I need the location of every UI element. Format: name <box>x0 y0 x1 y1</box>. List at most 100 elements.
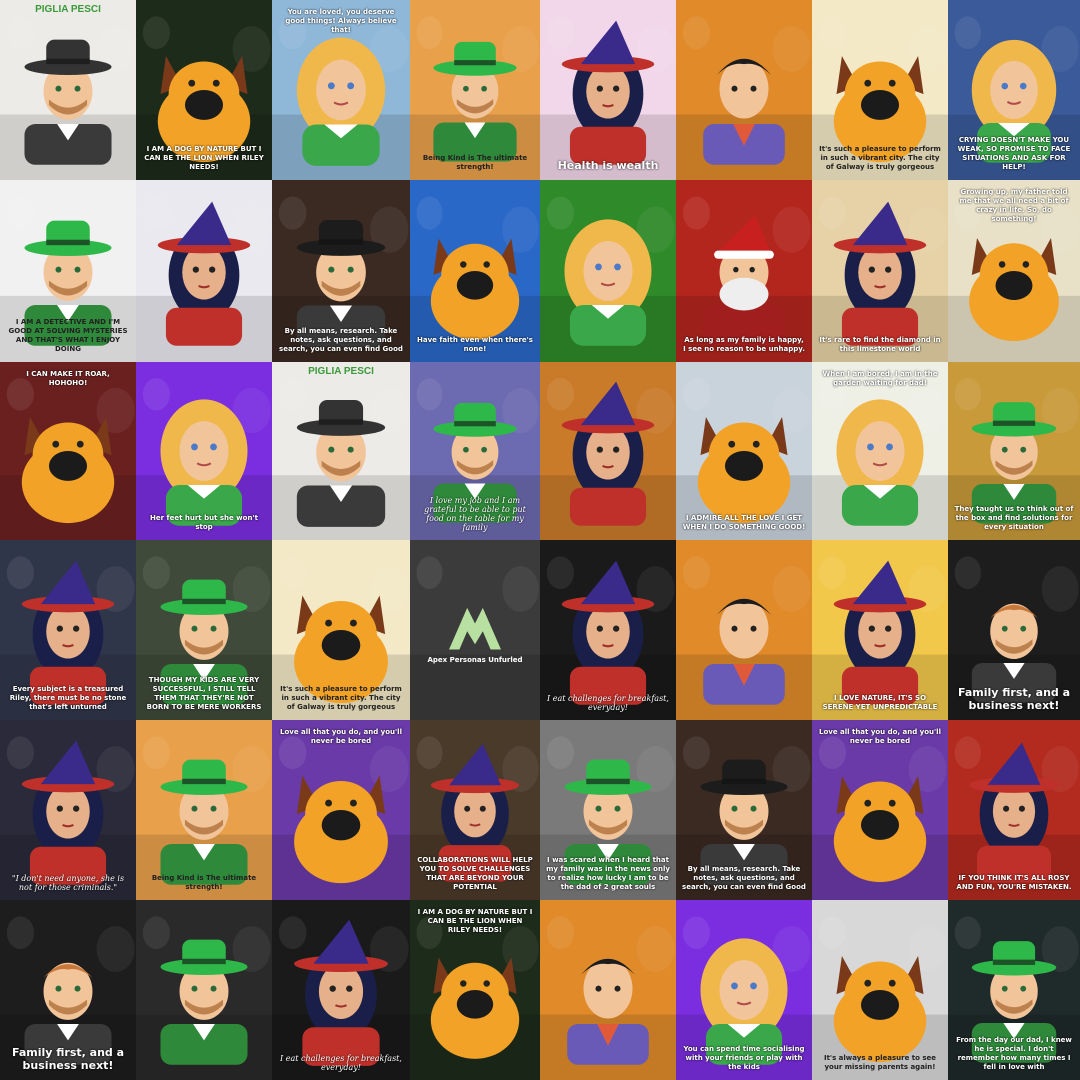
tile-banner: PIGLIA PESCI <box>35 4 101 15</box>
artwork-tile[interactable]: I eat challenges for breakfast, everyday… <box>540 540 676 720</box>
tile-caption: Health is wealth <box>557 159 659 172</box>
artwork-tile[interactable]: THOUGH MY KIDS ARE VERY SUCCESSFUL, I ST… <box>136 540 272 720</box>
artwork-tile[interactable]: Have faith even when there's none! <box>410 180 540 362</box>
man-portrait <box>24 39 112 165</box>
artwork-tile[interactable]: I AM A DOG BY NATURE BUT I CAN BE THE LI… <box>136 0 272 180</box>
artwork-tile[interactable]: When I am bored, I am in the garden wait… <box>812 362 948 540</box>
artwork-tile[interactable]: I CAN MAKE IT ROAR, HOHOHO! <box>0 362 136 540</box>
artwork-tile[interactable]: PIGLIA PESCI <box>0 0 136 180</box>
artwork-tile[interactable] <box>540 900 676 1080</box>
tile-caption: Family first, and a business next! <box>11 1046 125 1072</box>
artwork-tile[interactable]: I love my job and I am grateful to be ab… <box>410 362 540 540</box>
dog-portrait <box>833 56 927 163</box>
artwork-tile[interactable]: I ADMIRE ALL THE LOVE I GET WHEN I DO SO… <box>676 362 812 540</box>
tile-banner: PIGLIA PESCI <box>308 366 374 377</box>
tile-caption: Have faith even when there's none! <box>417 336 533 353</box>
tile-caption: Love all that you do, and you'll never b… <box>819 728 941 745</box>
artwork-tile[interactable]: Growing up, my father told me that we al… <box>948 180 1080 362</box>
tile-caption: You can spend time socialising with your… <box>683 1045 805 1071</box>
artwork-tile[interactable] <box>540 362 676 540</box>
artwork-tile[interactable]: Being Kind is The ultimate strength! <box>136 720 272 900</box>
witch-portrait <box>430 743 520 882</box>
tile-caption: By all means, research. Take notes, ask … <box>279 327 403 353</box>
dog-portrait <box>697 417 791 524</box>
man-portrait <box>564 759 652 885</box>
artwork-tile[interactable]: Love all that you do, and you'll never b… <box>272 720 410 900</box>
tile-caption: CRYING DOESN'T MAKE YOU WEAK, SO PROMISE… <box>957 136 1071 171</box>
artwork-tile[interactable]: "I don't need anyone, she is not for tho… <box>0 720 136 900</box>
artwork-tile[interactable] <box>676 0 812 180</box>
artwork-tile[interactable]: Family first, and a business next! <box>948 540 1080 720</box>
dog-portrait <box>833 956 927 1063</box>
santa-portrait <box>703 215 785 346</box>
man-portrait <box>160 939 248 1065</box>
dog-portrait <box>294 595 388 704</box>
tile-caption: I was scared when I heard that my family… <box>546 856 670 891</box>
tile-caption: You are loved, you deserve good things! … <box>285 8 397 34</box>
man-portrait <box>296 219 386 347</box>
girl-portrait <box>700 938 788 1065</box>
artwork-tile[interactable]: I was scared when I heard that my family… <box>540 720 676 900</box>
dog-portrait <box>833 776 927 883</box>
artwork-tile[interactable]: It's such a pleasure to perform in such … <box>812 0 948 180</box>
artwork-tile[interactable]: I LOVE NATURE, IT'S SO SERENE YET UNPRED… <box>812 540 948 720</box>
artwork-tile[interactable] <box>136 900 272 1080</box>
artwork-tile[interactable]: PIGLIA PESCI <box>272 362 410 540</box>
tile-caption: THOUGH MY KIDS ARE VERY SUCCESSFUL, I ST… <box>146 676 262 711</box>
tile-caption: From the day our dad, I knew he is speci… <box>956 1036 1072 1071</box>
tile-caption: It's rare to find the diamond in this li… <box>819 336 941 353</box>
tile-caption: "I don't need anyone, she is not for tho… <box>11 874 125 892</box>
girl-portrait <box>836 399 924 526</box>
artwork-tile[interactable]: Her feet hurt but she won't stop <box>136 362 272 540</box>
artwork-tile[interactable]: Family first, and a business next! <box>0 900 136 1080</box>
artwork-tile[interactable] <box>136 180 272 362</box>
girl-portrait <box>296 37 386 166</box>
tile-caption: I AM A DOG BY NATURE BUT I CAN BE THE LI… <box>417 908 533 934</box>
man-portrait <box>24 220 112 346</box>
boy-portrait <box>567 958 649 1065</box>
artwork-tile[interactable]: It's always a pleasure to see your missi… <box>812 900 948 1080</box>
man-portrait <box>24 962 112 1065</box>
tile-caption: I ADMIRE ALL THE LOVE I GET WHEN I DO SO… <box>682 514 806 531</box>
artwork-tile[interactable]: They taught us to think out of the box a… <box>948 362 1080 540</box>
dog-portrait <box>430 238 520 340</box>
artwork-tile[interactable]: CRYING DOESN'T MAKE YOU WEAK, SO PROMISE… <box>948 0 1080 180</box>
artwork-tile[interactable]: It's rare to find the diamond in this li… <box>812 180 948 362</box>
tile-caption: It's such a pleasure to perform in such … <box>819 145 941 171</box>
tile-caption: Growing up, my father told me that we al… <box>959 188 1069 223</box>
tile-caption: I LOVE NATURE, IT'S SO SERENE YET UNPRED… <box>822 694 938 711</box>
artwork-tile[interactable]: It's such a pleasure to perform in such … <box>272 540 410 720</box>
artwork-tile[interactable]: As long as my family is happy, I see no … <box>676 180 812 362</box>
artwork-tile[interactable]: Love all that you do, and you'll never b… <box>812 720 948 900</box>
artwork-tile[interactable] <box>540 180 676 362</box>
girl-portrait <box>564 219 652 346</box>
artwork-tile[interactable]: By all means, research. Take notes, ask … <box>272 180 410 362</box>
tile-caption: Every subject is a treasured Riley, ther… <box>9 685 127 711</box>
tile-caption: I eat challenges for breakfast, everyday… <box>280 1054 402 1072</box>
artwork-tile[interactable]: From the day our dad, I knew he is speci… <box>948 900 1080 1080</box>
artwork-tile[interactable]: I AM A DETECTIVE AND I'M GOOD AT SOLVING… <box>0 180 136 362</box>
artwork-tile[interactable]: Being Kind is The ultimate strength! <box>410 0 540 180</box>
artwork-tile[interactable]: Health is wealth <box>540 0 676 180</box>
witch-portrait <box>561 381 655 526</box>
artwork-tile[interactable]: Every subject is a treasured Riley, ther… <box>0 540 136 720</box>
tile-caption: They taught us to think out of the box a… <box>954 505 1074 531</box>
boy-portrait <box>703 598 785 705</box>
dog-portrait <box>21 417 115 524</box>
artwork-tile[interactable]: COLLABORATIONS WILL HELP YOU TO SOLVE CH… <box>410 720 540 900</box>
man-portrait <box>160 759 248 885</box>
artwork-tile[interactable]: I AM A DOG BY NATURE BUT I CAN BE THE LI… <box>410 900 540 1080</box>
tile-caption: When I am bored, I am in the garden wait… <box>822 370 938 387</box>
artwork-tile[interactable]: I eat challenges for breakfast, everyday… <box>272 900 410 1080</box>
tile-caption: I AM A DETECTIVE AND I'M GOOD AT SOLVING… <box>8 318 128 353</box>
man-portrait <box>433 402 517 523</box>
witch-portrait <box>21 560 115 705</box>
artwork-tile[interactable]: Apex Personas Unfurled <box>410 540 540 720</box>
artwork-tile[interactable]: IF YOU THINK IT'S ALL ROSY AND FUN, YOU'… <box>948 720 1080 900</box>
artwork-tile[interactable] <box>676 540 812 720</box>
tile-caption: IF YOU THINK IT'S ALL ROSY AND FUN, YOU'… <box>956 874 1072 891</box>
artwork-tile[interactable]: You can spend time socialising with your… <box>676 900 812 1080</box>
artwork-tile[interactable]: By all means, research. Take notes, ask … <box>676 720 812 900</box>
artwork-tile[interactable]: You are loved, you deserve good things! … <box>272 0 410 180</box>
tile-caption: As long as my family is happy, I see no … <box>683 336 805 353</box>
